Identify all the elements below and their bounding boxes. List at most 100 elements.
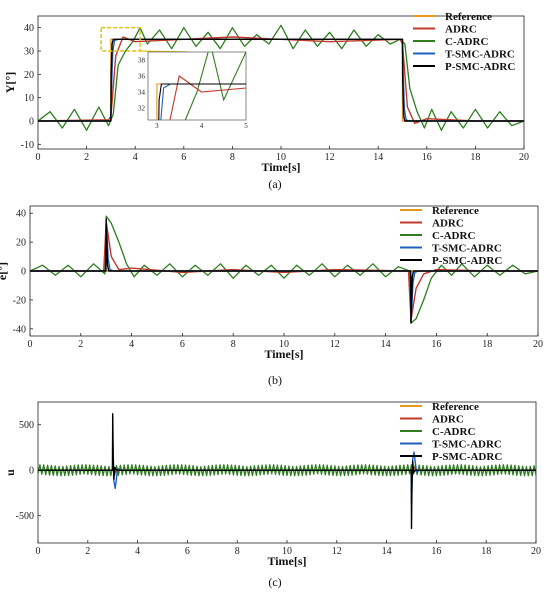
x-axis-label: Time[s] xyxy=(261,160,300,174)
y-axis-label: u xyxy=(3,469,17,476)
panel-caption: (a) xyxy=(268,177,281,191)
x-tick-label: 12 xyxy=(325,152,335,163)
series-group xyxy=(30,215,538,324)
x-tick-label: 8 xyxy=(231,339,236,350)
x-tick-label: 16 xyxy=(431,339,441,350)
y-tick-label: -40 xyxy=(13,324,26,335)
x-tick-label: 2 xyxy=(78,339,83,350)
x-tick-label: 16 xyxy=(422,152,432,163)
x-tick-label: 10 xyxy=(279,339,289,350)
inset-line-reference xyxy=(156,83,246,120)
y-tick-label: -20 xyxy=(13,295,26,306)
y-tick-label: 30 xyxy=(24,47,34,58)
x-tick-label: 4 xyxy=(133,152,138,163)
x-tick-label: 18 xyxy=(470,152,480,163)
x-tick-label: 4 xyxy=(129,339,134,350)
x-tick-label: 20 xyxy=(531,546,541,557)
chart-panel-1: 0 2 4 6 8 10 12 14 16 18 20-10010203040Time[s]Y[°]… xyxy=(3,11,529,191)
y-tick-label: 40 xyxy=(24,23,34,34)
x-tick-label: 0 xyxy=(28,339,33,350)
legend-label: P-SMC-ADRC xyxy=(432,451,502,463)
x-tick-label: 12 xyxy=(332,546,342,557)
x-tick-label: 4 xyxy=(135,546,140,557)
legend-label: P-SMC-ADRC xyxy=(432,255,502,267)
legend-label: T-SMC-ADRC xyxy=(445,49,515,61)
x-tick-label: 14 xyxy=(381,339,391,350)
y-tick-label: 0 xyxy=(29,117,34,128)
inset-line-p-smc-adrc xyxy=(158,83,246,120)
y-tick-label: 20 xyxy=(24,70,34,81)
y-tick-label: 0 xyxy=(21,267,26,278)
legend-label: ADRC xyxy=(432,414,464,426)
panel-caption: (b) xyxy=(268,373,282,387)
y-tick-label: 500 xyxy=(19,420,34,431)
panel-caption: (c) xyxy=(268,575,281,589)
x-tick-label: 10 xyxy=(282,546,292,557)
series-line-p-smc-adrc xyxy=(38,38,524,122)
series-group xyxy=(38,413,536,530)
y-tick-label: -10 xyxy=(21,140,34,151)
x-tick-label: 2 xyxy=(85,546,90,557)
x-tick-label: 10 xyxy=(276,152,286,163)
x-tick-label: 18 xyxy=(482,339,492,350)
legend-label: T-SMC-ADRC xyxy=(432,439,502,451)
x-tick-label: 20 xyxy=(533,339,543,350)
legend-label: ADRC xyxy=(445,24,477,36)
x-tick-label: 18 xyxy=(481,546,491,557)
inset-x-tick: 5 xyxy=(244,122,248,130)
y-tick-label: 10 xyxy=(24,93,34,104)
chart-panel-3: 0 2 4 6 8 10 12 14 16 18 20 -500 0 500 Time[s] u (c) Refe… xyxy=(3,401,541,589)
inset-x-tick: 3 xyxy=(155,122,159,130)
series-line-c-adrc xyxy=(38,24,524,131)
chart-panel-2: 0 2 4 6 8 10 12 14 16 18 20 -40 -20 0 20 40 Time[s] e[°] (… xyxy=(0,205,543,387)
series-line-p-smc-adrc xyxy=(30,218,538,324)
x-tick-label: 8 xyxy=(235,546,240,557)
legend-label: Reference xyxy=(432,401,479,413)
x-tick-label: 2 xyxy=(84,152,89,163)
y-tick-label: -500 xyxy=(16,511,34,522)
y-axis-label: e[°] xyxy=(0,262,9,280)
series-line-c-adrc xyxy=(38,464,536,477)
legend-label: C-ADRC xyxy=(432,230,475,242)
y-tick-label: 0 xyxy=(29,466,34,477)
y-tick-label: 20 xyxy=(16,238,26,249)
series-line-c-adrc xyxy=(30,215,538,324)
inset-frame xyxy=(147,51,247,121)
y-axis-label: Y[°] xyxy=(3,72,17,93)
x-tick-label: 14 xyxy=(373,152,383,163)
y-tick-label: 40 xyxy=(16,209,26,220)
series-line-adrc xyxy=(30,221,538,321)
inset-y-tick: 36 xyxy=(138,73,146,81)
x-tick-label: 20 xyxy=(519,152,529,163)
inset-y-tick: 34 xyxy=(138,89,146,97)
x-tick-label: 6 xyxy=(180,339,185,350)
inset-y-tick: 38 xyxy=(138,57,146,65)
x-tick-label: 12 xyxy=(330,339,340,350)
x-tick-label: 6 xyxy=(185,546,190,557)
x-tick-label: 0 xyxy=(36,152,41,163)
x-axis-label: Time[s] xyxy=(267,554,306,568)
legend-label: C-ADRC xyxy=(432,426,475,438)
legend-label: T-SMC-ADRC xyxy=(432,243,502,255)
x-axis-label: Time[s] xyxy=(264,347,303,361)
legend-label: C-ADRC xyxy=(445,36,488,48)
legend-label: Reference xyxy=(445,11,492,23)
legend-label: ADRC xyxy=(432,218,464,230)
inset-line-t-smc-adrc xyxy=(160,83,246,120)
zoom-region-box xyxy=(100,26,141,52)
series-group xyxy=(38,24,524,131)
series-line-p-smc-adrc xyxy=(38,413,536,530)
x-tick-label: 14 xyxy=(382,546,392,557)
inset-x-tick: 4 xyxy=(200,122,204,130)
x-tick-label: 16 xyxy=(431,546,441,557)
legend-label: Reference xyxy=(432,205,479,217)
inset-y-tick: 32 xyxy=(138,105,146,113)
x-tick-label: 8 xyxy=(230,152,235,163)
x-tick-label: 6 xyxy=(181,152,186,163)
x-tick-label: 0 xyxy=(36,546,41,557)
legend-label: P-SMC-ADRC xyxy=(445,61,515,73)
